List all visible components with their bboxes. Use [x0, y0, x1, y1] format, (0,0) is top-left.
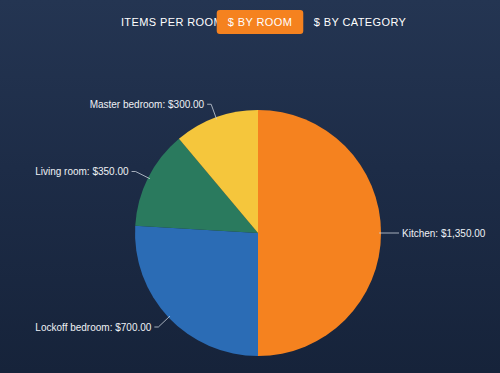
tab-bar: ITEMS PER ROOM $ BY ROOM $ BY CATEGORY	[121, 10, 407, 34]
tab-label[interactable]: $ BY ROOM	[228, 16, 293, 28]
tab-active-bg[interactable]	[217, 10, 304, 34]
chart-canvas: ITEMS PER ROOM $ BY ROOM $ BY CATEGORY Kitc…	[0, 0, 500, 373]
leader-line	[379, 233, 399, 234]
data-label: Master bedroom: $300.00	[90, 99, 205, 110]
pie-slice	[179, 110, 258, 233]
tab[interactable]: $ BY CATEGORY	[314, 16, 407, 28]
data-label: Kitchen: $1,350.00	[402, 228, 486, 239]
pie	[135, 110, 381, 356]
leader-line	[132, 172, 150, 179]
data-labels: Kitchen: $1,350.00 Lockoff bedroom: $700.…	[35, 99, 486, 333]
tab-label[interactable]: ITEMS PER ROOM	[121, 16, 223, 28]
tab[interactable]: ITEMS PER ROOM	[121, 16, 223, 28]
tab-label[interactable]: $ BY CATEGORY	[314, 16, 407, 28]
data-label: Lockoff bedroom: $700.00	[35, 322, 151, 333]
tab[interactable]: $ BY ROOM	[217, 10, 304, 34]
leader-line	[207, 104, 216, 119]
pie-slice	[258, 110, 381, 356]
data-label: Living room: $350.00	[35, 166, 129, 177]
pie-slice	[135, 226, 258, 356]
leader-line	[154, 316, 170, 327]
